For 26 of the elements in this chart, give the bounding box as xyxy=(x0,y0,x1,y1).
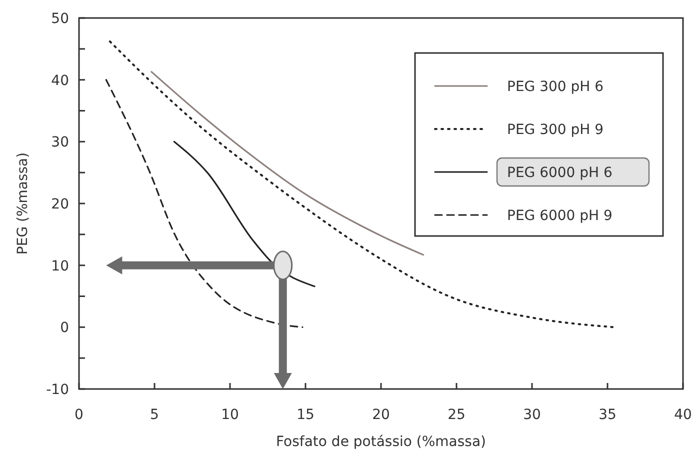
y-tick-label: 30 xyxy=(51,134,69,151)
y-tick-label: 40 xyxy=(51,72,69,89)
y-tick-label: 0 xyxy=(60,320,69,336)
y-tick-label: -10 xyxy=(46,382,69,398)
x-tick-label: 35 xyxy=(598,407,616,423)
legend-label: PEG 300 pH 6 xyxy=(507,79,604,95)
legend-label: PEG 6000 pH 9 xyxy=(507,208,612,224)
x-tick-label: 5 xyxy=(150,407,159,423)
y-tick-label: 10 xyxy=(51,258,69,274)
line-series xyxy=(173,140,316,288)
line-series xyxy=(150,70,424,256)
x-tick-label: 0 xyxy=(74,407,84,423)
line-series xyxy=(105,79,304,328)
y-axis-title: PEG (%massa) xyxy=(15,152,31,255)
legend-label: PEG 300 pH 9 xyxy=(507,122,604,138)
x-axis-title: Fosfato de potássio (%massa) xyxy=(276,434,486,450)
legend-label: PEG 6000 pH 6 xyxy=(507,165,613,181)
y-tick-label: 50 xyxy=(51,11,69,27)
x-tick-label: 20 xyxy=(372,407,390,423)
x-tick-label: 30 xyxy=(523,407,541,423)
x-tick-label: 25 xyxy=(448,407,466,423)
x-tick-label: 40 xyxy=(674,407,692,423)
line-series xyxy=(108,40,615,328)
x-tick-label: 15 xyxy=(296,407,314,423)
y-tick-label: 20 xyxy=(51,196,69,212)
x-tick-label: 10 xyxy=(221,407,239,423)
